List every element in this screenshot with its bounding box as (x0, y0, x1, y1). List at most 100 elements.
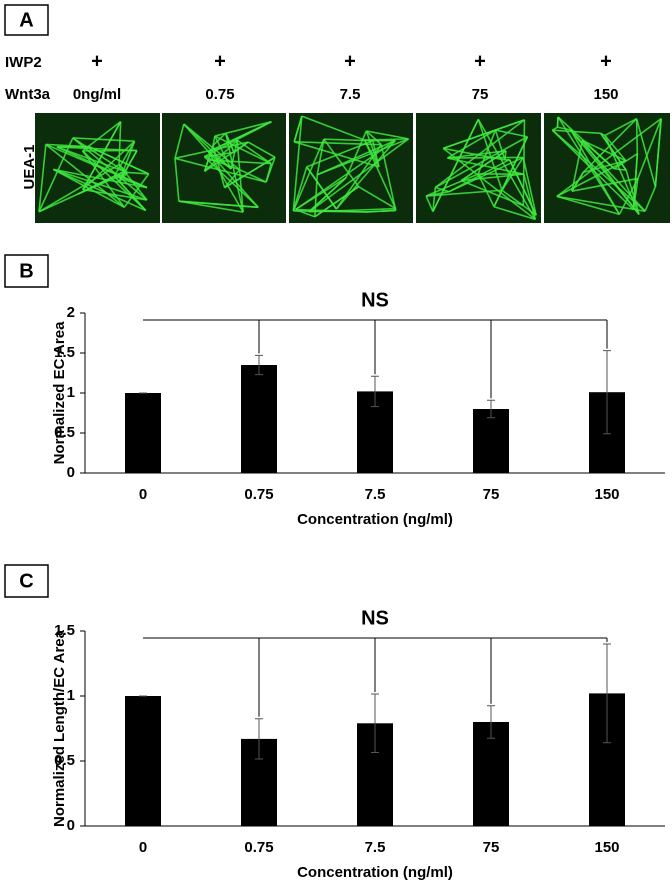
vessel (308, 138, 410, 213)
y-tick-label: 1 (67, 687, 75, 704)
panel-label: A (19, 9, 33, 31)
vessel (301, 115, 365, 141)
vessel (294, 139, 396, 211)
x-tick-label: 7.5 (365, 486, 386, 503)
bar (473, 409, 509, 473)
vessel (123, 173, 150, 208)
vessel (551, 126, 558, 131)
panel-label-box (4, 4, 49, 36)
vessel (557, 116, 615, 170)
vessel (214, 135, 272, 165)
error-bar (255, 718, 263, 760)
vessel (442, 147, 536, 221)
vessel (425, 195, 434, 212)
vessel (557, 126, 571, 131)
vessel (570, 129, 646, 212)
vessel (178, 200, 244, 213)
row-value: + (600, 50, 612, 72)
bar (241, 365, 277, 473)
significance-bracket (143, 319, 608, 399)
vessel (493, 205, 536, 221)
x-tick-label: 150 (594, 486, 619, 503)
vessel (292, 166, 308, 212)
annotation: NS (361, 607, 389, 629)
vessel (295, 208, 316, 218)
vessel (477, 119, 536, 220)
vessel (501, 189, 524, 207)
vessel (335, 139, 396, 210)
vessel (604, 117, 637, 137)
vessel (632, 153, 639, 210)
vessel (571, 140, 584, 192)
vessel (523, 173, 537, 220)
vessel (178, 200, 259, 209)
vessel (461, 173, 524, 182)
panel-label-box (4, 564, 49, 598)
row-value: 75 (472, 86, 489, 103)
row-value: + (344, 50, 356, 72)
significance-bracket (143, 637, 608, 717)
y-tick-label: 0.5 (54, 752, 75, 769)
vessel (477, 129, 497, 175)
vessel (477, 119, 503, 191)
micrograph (544, 113, 670, 223)
error-bar (487, 399, 495, 419)
x-tick-label: 75 (483, 839, 500, 856)
vessel (118, 121, 122, 165)
vessel (654, 118, 662, 187)
vessel (493, 136, 529, 208)
panel-label: B (19, 260, 33, 282)
row-value: 0ng/ml (73, 86, 121, 103)
x-tick-label: 0 (139, 839, 147, 856)
panel-label: C (19, 570, 33, 592)
bar (125, 393, 161, 473)
vessel (233, 141, 249, 154)
error-bar (603, 350, 611, 435)
vessel (365, 130, 382, 146)
row-value: + (474, 50, 486, 72)
vessel (569, 129, 621, 215)
vessel (604, 134, 627, 162)
vessel (295, 208, 367, 213)
vessel (552, 129, 601, 135)
vessel (239, 168, 267, 183)
vessel (644, 186, 657, 212)
row-label: Wnt3a (5, 86, 51, 103)
vessel (316, 139, 325, 175)
stain-label: UEA-1 (21, 144, 38, 189)
vessel (236, 140, 244, 213)
vessel (442, 119, 525, 150)
vessel (306, 140, 374, 168)
vessel (581, 139, 627, 162)
vessel (183, 123, 232, 170)
vessel (183, 123, 259, 208)
vessel (460, 150, 507, 182)
x-tick-label: 75 (483, 486, 500, 503)
vessel (556, 117, 662, 198)
vessel (425, 190, 450, 197)
vessel (88, 145, 149, 175)
vessel (174, 157, 267, 183)
vessel (56, 146, 148, 189)
vessel (366, 209, 396, 213)
bar (473, 722, 509, 826)
vessel (425, 173, 479, 197)
vessel (366, 130, 409, 140)
vessel (45, 143, 125, 208)
vessel (447, 129, 496, 159)
y-tick-label: 0.5 (54, 424, 75, 441)
x-tick-label: 7.5 (365, 839, 386, 856)
vessel (212, 135, 216, 146)
bar (125, 696, 161, 826)
vessel (292, 138, 325, 212)
vessel (316, 138, 409, 176)
error-bar (371, 375, 379, 408)
vessel (203, 156, 259, 208)
vessel (208, 120, 272, 153)
row-value: 150 (593, 86, 618, 103)
vessel (292, 116, 303, 212)
x-axis-label: Concentration (ng/ml) (297, 511, 453, 528)
vessel (52, 168, 125, 209)
vessel (477, 173, 495, 208)
vessel (204, 151, 235, 158)
